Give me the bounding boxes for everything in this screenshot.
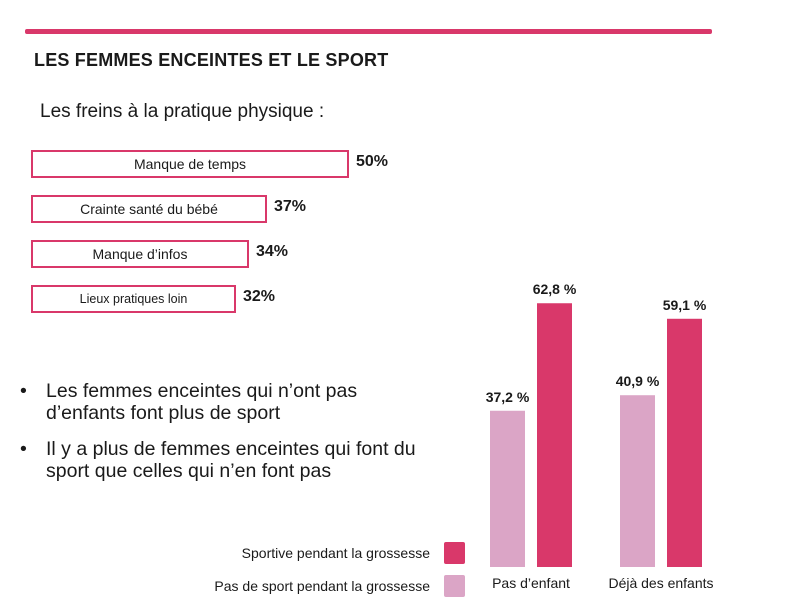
frein-label: Manque de temps [133,156,247,172]
frein-percent: 37% [274,198,307,215]
chart-bar [537,303,572,567]
finding-text: Il y a plus de femmes enceintes qui font… [46,438,416,482]
legend-label: Pas de sport pendant la grossesse [214,578,430,594]
key-findings-list: • Les femmes enceintes qui n’ont pas d’en… [20,380,420,496]
frein-bar: Lieux pratiques loin [31,285,236,313]
finding-item: • Les femmes enceintes qui n’ont pas d’en… [20,380,420,424]
legend-swatch [444,575,465,597]
frein-bar: Crainte santé du bébé [31,195,267,223]
frein-percent: 32% [243,288,276,305]
section-subtitle: Les freins à la pratique physique : [40,101,325,122]
bar-value-label: 62,8 % [533,281,577,297]
bar-value-label: 37,2 % [486,389,530,405]
legend-item-pas-de-sport: Pas de sport pendant la grossesse [150,575,465,597]
frein-percent: 50% [356,153,389,170]
legend-swatch [444,542,465,564]
page-title: LES FEMMES ENCEINTES ET LE SPORT [34,50,389,70]
bar-value-label: 59,1 % [663,297,707,313]
finding-text: Les femmes enceintes qui n’ont pas d’enf… [46,380,358,424]
frein-label: Manque d’infos [92,246,188,262]
finding-item: • Il y a plus de femmes enceintes qui fon… [20,438,420,482]
chart-bar [667,318,702,567]
frein-percent: 34% [256,243,289,260]
legend-item-sportive: Sportive pendant la grossesse [150,542,465,564]
frein-bar: Manque d’infos [31,240,249,268]
category-label: Déjà des enfants [608,575,713,591]
bullet-icon: • [20,438,27,460]
category-label: Pas d’enfant [492,575,570,591]
frein-label: Lieux pratiques loin [79,292,188,306]
comparison-bar-chart: 37,2 % 62,8 % Pas d’enfant 40,9 % 59,1 % Déjà… [486,281,714,591]
top-divider [25,29,712,34]
legend-label: Sportive pendant la grossesse [241,545,430,561]
chart-bar [490,410,525,567]
bullet-icon: • [20,380,27,402]
chart-bar [620,395,655,567]
frein-label: Crainte santé du bébé [80,201,218,217]
frein-bar: Manque de temps [31,150,349,178]
bar-value-label: 40,9 % [616,373,660,389]
